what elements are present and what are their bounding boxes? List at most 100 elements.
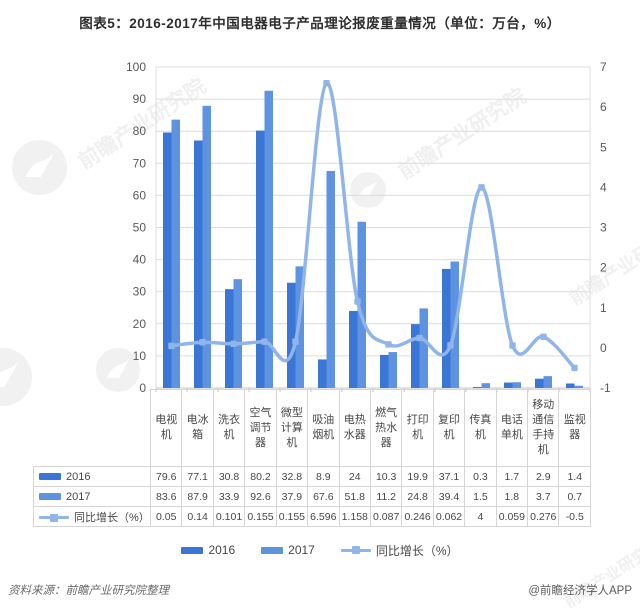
left-axis-tick-label: 60: [133, 188, 147, 202]
right-axis-tick-label: 3: [600, 221, 607, 235]
growth-line-marker: [509, 342, 516, 349]
row-series-label: 2017: [66, 490, 91, 503]
growth-line-marker: [323, 80, 330, 87]
row-legend-cell: 2017: [33, 486, 151, 507]
table-value-cell: 2.9: [527, 466, 560, 487]
left-axis-tick-label: 50: [133, 221, 147, 235]
chart-title: 图表5：2016-2017年中国电器电子产品理论报废重量情况（单位：万台，%）: [79, 16, 561, 31]
brand-note: @前瞻经济学人APP: [528, 585, 632, 597]
table-row-2016: 2016 79.6 77.1 30.8 80.2 32.8 8.9 24 10.3 19.9 37.…: [33, 466, 591, 487]
bar-2017: [574, 385, 583, 388]
bar-2017: [419, 308, 428, 388]
table-value-cell: 0.062: [432, 506, 466, 527]
growth-line-marker: [540, 333, 547, 341]
table-value-cell: 0.05: [149, 506, 183, 527]
category-label: 电冰箱: [181, 389, 214, 467]
category-label: 洗衣机: [212, 389, 246, 467]
table-value-cell: 10.3: [369, 466, 403, 487]
table-corner-cell: [34, 390, 151, 467]
table-value-cell: 0.3: [464, 466, 497, 487]
table-value-cell: 1.7: [495, 466, 529, 487]
table-value-cell: 0.276: [527, 506, 560, 527]
growth-line-marker: [571, 364, 578, 372]
right-axis-tick-label: 0: [600, 341, 607, 355]
legend-growth-label: 同比增长（%）: [375, 543, 459, 558]
category-label: 微型计算机: [275, 389, 309, 467]
table-value-cell: 37.1: [432, 466, 466, 487]
category-label: 吸油烟机: [307, 389, 340, 467]
category-label: 空气调节器: [244, 389, 277, 467]
growth-line-marker: [292, 338, 299, 345]
table-value-cell: -0.5: [558, 506, 591, 527]
growth-line-marker: [385, 341, 392, 348]
left-axis-tick-label: 90: [133, 92, 147, 106]
table-value-cell: 24: [338, 466, 371, 487]
left-axis-tick-label: 30: [133, 285, 147, 299]
left-axis-tick-label: 10: [133, 349, 147, 363]
row-legend-cell: 2016: [33, 466, 151, 487]
table-value-cell: 19.9: [401, 466, 434, 487]
left-axis-tick-label: 0: [139, 381, 146, 395]
table-value-cell: 80.2: [244, 466, 277, 487]
category-label: 燃气热水器: [369, 389, 403, 467]
bar-2017: [543, 376, 552, 388]
bar-2017: [171, 119, 180, 389]
table-value-cell: 77.1: [181, 466, 214, 487]
table-value-cell: 87.9: [181, 486, 214, 507]
bar-2017: [326, 171, 335, 388]
left-axis-tick-label: 20: [133, 317, 147, 331]
table-value-cell: 1.5: [464, 486, 497, 507]
left-axis-tick-label: 70: [133, 156, 147, 170]
bar-2016: [380, 354, 389, 388]
bar-2017: [512, 382, 521, 388]
category-label: 监视器: [558, 389, 591, 467]
table-row-2017: 2017 83.6 87.9 33.9 92.6 37.9 67.6 51.8 11.2 24.8…: [33, 486, 591, 507]
bar-2016: [256, 130, 265, 389]
bar-2016: [442, 268, 451, 388]
table-value-cell: 83.6: [149, 486, 183, 507]
legend-2017-swatch-icon: [261, 546, 284, 554]
growth-line-marker: [261, 338, 268, 345]
right-axis-tick-label: -1: [600, 381, 611, 395]
table-value-cell: 0.155: [244, 506, 277, 527]
table-value-cell: 0.246: [401, 506, 434, 527]
legend-item-2016: 2016: [181, 543, 235, 557]
growth-line: [169, 81, 577, 370]
bar-2016: [287, 282, 296, 388]
bar-2017: [264, 90, 273, 388]
bar-2016: [225, 289, 234, 388]
legend-2017-label: 2017: [288, 543, 315, 557]
bar-2016: [535, 378, 544, 388]
left-axis-tick-label: 40: [133, 253, 147, 267]
table-value-cell: 51.8: [338, 486, 371, 507]
bar-2016: [411, 324, 420, 388]
category-label: 传真机: [464, 389, 497, 467]
table-value-cell: 79.6: [149, 466, 183, 487]
left-axis-tick-label: 80: [133, 124, 147, 138]
bar-2016: [194, 140, 203, 388]
table-value-cell: 3.7: [527, 486, 560, 507]
data-table: 电视机 电冰箱 洗衣机 空气调节器 微型计算机 吸油烟机 电热水器 燃气热水器 打印机 复印机 传真…: [33, 389, 591, 527]
data-table-body: 电视机 电冰箱 洗衣机 空气调节器 微型计算机 吸油烟机 电热水器 燃气热水器 打印机 复印机 传真…: [33, 389, 591, 527]
category-label: 移动通信手持机: [527, 389, 560, 467]
bar-2017: [357, 221, 366, 388]
table-value-cell: 1.4: [558, 466, 591, 487]
table-value-cell: 1.8: [495, 486, 529, 507]
row-legend-cell: 同比增长（%）: [33, 506, 151, 527]
table-value-cell: 32.8: [275, 466, 309, 487]
table-value-cell: 39.4: [432, 486, 466, 507]
bar-2016: [318, 359, 327, 388]
table-value-cell: 0.101: [212, 506, 246, 527]
growth-line-marker: [416, 334, 423, 342]
bar-2016: [349, 310, 358, 388]
table-value-cell: 0.14: [181, 506, 214, 527]
row-series-label: 同比增长（%）: [74, 511, 150, 524]
category-label: 复印机: [432, 389, 466, 467]
right-axis-tick-label: 2: [600, 261, 607, 275]
legend-2016-label: 2016: [208, 543, 236, 557]
table-value-cell: 92.6: [244, 486, 277, 507]
source-note: 资料来源：前瞻产业研究院整理: [8, 585, 169, 597]
table-value-cell: 33.9: [212, 486, 246, 507]
legend-2016-swatch-icon: [181, 546, 204, 554]
table-value-cell: 37.9: [275, 486, 309, 507]
